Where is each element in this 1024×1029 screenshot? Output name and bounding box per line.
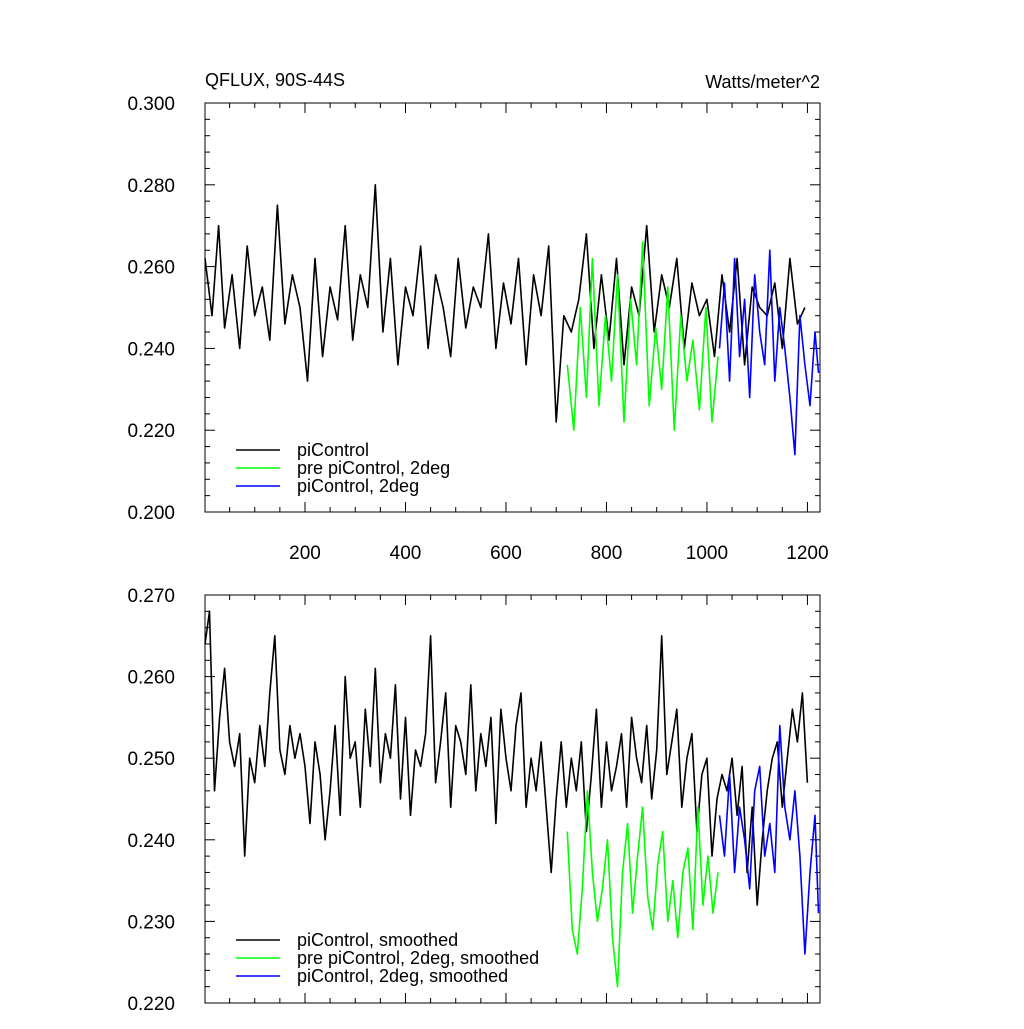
top-xtick-label: 1000 <box>686 543 728 564</box>
top-xtick-label: 200 <box>289 543 321 564</box>
top-panel: 0.200 0.220 0.240 0.260 0.280 0.300 200 400 600 8… <box>127 94 828 564</box>
top-ytick-label: 0.240 <box>127 339 175 360</box>
top-series-line-1 <box>566 241 719 432</box>
top-legend-label-2: piControl, 2deg <box>297 476 419 496</box>
bottom-ytick-label: 0.220 <box>127 994 175 1015</box>
top-series-line-2 <box>718 249 820 456</box>
bottom-ytick-label: 0.270 <box>127 586 175 607</box>
top-chart-units: Watts/meter^2 <box>705 72 820 92</box>
bottom-ytick-label: 0.250 <box>127 749 175 770</box>
top-ytick-label: 0.260 <box>127 258 175 279</box>
bottom-legend-label-2: piControl, 2deg, smoothed <box>297 966 508 986</box>
bottom-panel: 0.220 0.230 0.240 0.250 0.260 0.270 piControl,… <box>127 586 821 1015</box>
bottom-series-line-0 <box>204 610 809 906</box>
top-xtick-label: 800 <box>591 543 623 564</box>
bottom-ytick-label: 0.240 <box>127 831 175 852</box>
top-xtick-label: 1200 <box>786 543 828 564</box>
bottom-legend-label-0: piControl, smoothed <box>297 930 458 950</box>
top-ytick-label: 0.300 <box>127 94 175 115</box>
bottom-series-line-1 <box>566 789 719 988</box>
bottom-ytick-label: 0.230 <box>127 912 175 933</box>
top-chart-title: QFLUX, 90S-44S <box>205 70 345 90</box>
bottom-ytick-label: 0.260 <box>127 668 175 689</box>
top-series-line-0 <box>204 184 806 423</box>
top-plot-frame <box>204 102 821 513</box>
bottom-legend-label-1: pre piControl, 2deg, smoothed <box>297 948 539 968</box>
top-legend-label-0: piControl <box>297 440 369 460</box>
top-ytick-label: 0.220 <box>127 421 175 442</box>
bottom-series-line-2 <box>718 724 820 955</box>
top-xtick-label: 600 <box>490 543 522 564</box>
bottom-plot-frame <box>204 594 821 1004</box>
top-ytick-label: 0.200 <box>127 503 175 524</box>
top-xtick-label: 400 <box>390 543 422 564</box>
top-legend-label-1: pre piControl, 2deg <box>297 458 450 478</box>
top-ytick-label: 0.280 <box>127 176 175 197</box>
